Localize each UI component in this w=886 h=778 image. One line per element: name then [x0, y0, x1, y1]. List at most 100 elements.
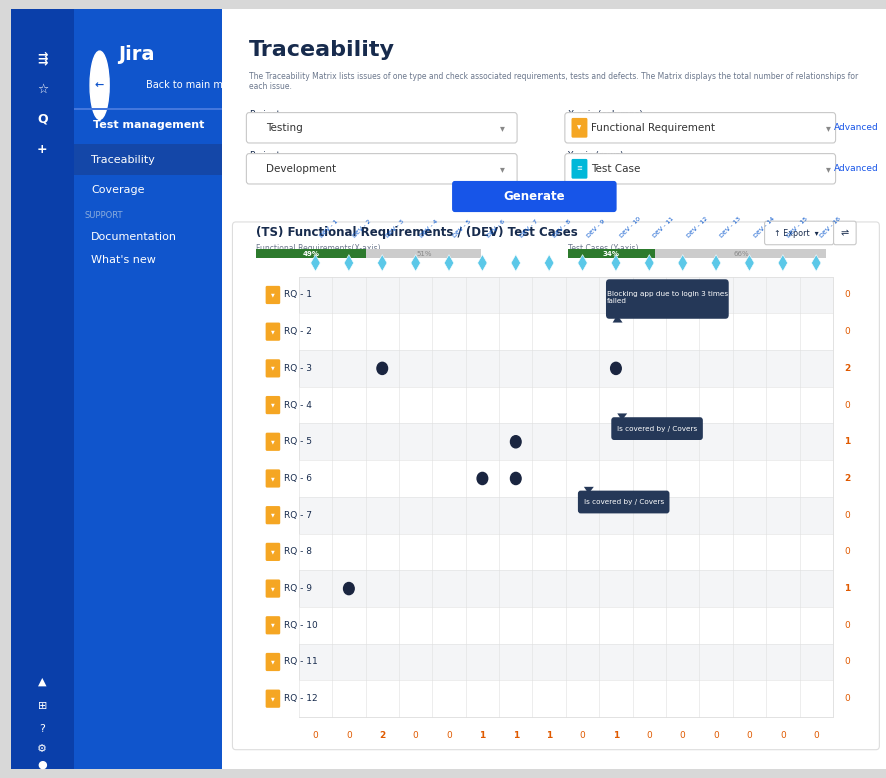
Text: ▼: ▼: [271, 622, 275, 628]
Text: DEV - 1: DEV - 1: [319, 219, 338, 239]
Text: RQ - 8: RQ - 8: [284, 548, 312, 556]
Text: Q: Q: [37, 113, 48, 126]
Polygon shape: [377, 254, 387, 272]
Text: RQ - 5: RQ - 5: [284, 437, 312, 447]
Text: each issue.: each issue.: [249, 82, 291, 91]
Text: ▼: ▼: [271, 329, 275, 335]
Text: ▼: ▼: [271, 366, 275, 371]
Polygon shape: [511, 254, 521, 272]
Text: DEV - 10: DEV - 10: [619, 216, 641, 239]
Text: ☆: ☆: [37, 82, 48, 96]
Text: DEV - 7: DEV - 7: [519, 219, 539, 239]
Text: DEV - 3: DEV - 3: [385, 219, 406, 239]
FancyBboxPatch shape: [765, 221, 834, 245]
Text: RQ - 2: RQ - 2: [284, 328, 312, 336]
Bar: [74, 145, 222, 175]
Bar: [74, 108, 222, 110]
Text: 1: 1: [513, 731, 519, 740]
Text: ⇶: ⇶: [37, 52, 48, 65]
FancyBboxPatch shape: [565, 113, 835, 143]
Bar: [299, 387, 833, 423]
FancyBboxPatch shape: [266, 359, 280, 377]
Bar: [299, 460, 833, 497]
Text: 0: 0: [844, 548, 851, 556]
Text: Is covered by / Covers: Is covered by / Covers: [584, 499, 664, 505]
Text: 1: 1: [844, 584, 851, 593]
Text: 2: 2: [844, 364, 851, 373]
Polygon shape: [478, 254, 487, 272]
Bar: [299, 277, 833, 717]
Bar: [568, 249, 656, 258]
FancyBboxPatch shape: [571, 118, 587, 138]
Text: RQ - 7: RQ - 7: [284, 510, 312, 520]
Text: 0: 0: [680, 731, 686, 740]
Bar: [299, 314, 833, 350]
FancyBboxPatch shape: [834, 221, 856, 245]
FancyBboxPatch shape: [578, 491, 670, 513]
Text: Traceability: Traceability: [249, 40, 395, 61]
Text: Test Cases (Y-axis): Test Cases (Y-axis): [568, 244, 638, 253]
Circle shape: [377, 363, 387, 374]
FancyBboxPatch shape: [266, 616, 280, 634]
Text: 0: 0: [844, 657, 851, 667]
Polygon shape: [344, 254, 354, 272]
Text: ▼: ▼: [271, 402, 275, 408]
Text: Test Case: Test Case: [591, 164, 641, 173]
Circle shape: [477, 472, 487, 485]
Text: 0: 0: [844, 290, 851, 300]
Polygon shape: [311, 254, 320, 272]
Text: RQ - 11: RQ - 11: [284, 657, 318, 667]
Text: Back to main menu: Back to main menu: [146, 80, 242, 90]
Text: Functional Requirement: Functional Requirement: [591, 123, 715, 133]
Text: RQ - 4: RQ - 4: [284, 401, 312, 409]
Text: ▾: ▾: [826, 164, 831, 173]
Text: 0: 0: [844, 694, 851, 703]
Text: 0: 0: [844, 510, 851, 520]
Text: Y-axis (rows): Y-axis (rows): [568, 151, 624, 159]
Circle shape: [510, 472, 521, 485]
Text: ⚙: ⚙: [37, 744, 48, 754]
Text: RQ - 3: RQ - 3: [284, 364, 312, 373]
Polygon shape: [645, 254, 654, 272]
Text: 34%: 34%: [603, 251, 620, 257]
Text: 0: 0: [313, 731, 318, 740]
Text: Advanced: Advanced: [834, 164, 879, 173]
Bar: [11, 9, 74, 769]
FancyBboxPatch shape: [606, 279, 728, 319]
Polygon shape: [411, 254, 420, 272]
FancyBboxPatch shape: [266, 323, 280, 341]
Text: Documentation: Documentation: [91, 232, 177, 242]
Text: 0: 0: [844, 401, 851, 409]
Text: RQ - 1: RQ - 1: [284, 290, 312, 300]
FancyBboxPatch shape: [246, 113, 517, 143]
Text: ▾: ▾: [826, 123, 831, 133]
Polygon shape: [584, 487, 594, 494]
Text: 0: 0: [844, 621, 851, 629]
Text: DEV - 4: DEV - 4: [419, 219, 439, 239]
Text: 0: 0: [346, 731, 352, 740]
Text: Project: Project: [249, 151, 280, 159]
Text: 0: 0: [813, 731, 819, 740]
Text: ▼: ▼: [271, 549, 275, 555]
FancyBboxPatch shape: [266, 580, 280, 598]
Text: DEV - 2: DEV - 2: [353, 219, 372, 239]
Polygon shape: [578, 254, 587, 272]
Circle shape: [90, 51, 109, 120]
Polygon shape: [778, 254, 788, 272]
FancyBboxPatch shape: [571, 159, 587, 179]
Polygon shape: [444, 254, 454, 272]
Text: Testing: Testing: [266, 123, 302, 133]
Text: ▲: ▲: [38, 676, 47, 686]
Text: Jira: Jira: [118, 45, 155, 65]
Text: ⊞: ⊞: [38, 702, 47, 711]
Polygon shape: [611, 254, 621, 272]
Text: ≡: ≡: [577, 166, 582, 172]
Text: RQ - 10: RQ - 10: [284, 621, 318, 629]
Text: 0: 0: [579, 731, 586, 740]
Text: 1: 1: [844, 437, 851, 447]
Circle shape: [510, 436, 521, 448]
Text: Generate: Generate: [503, 190, 565, 202]
Text: X-axis (columns): X-axis (columns): [568, 110, 642, 119]
Circle shape: [344, 583, 354, 594]
Text: DEV - 14: DEV - 14: [753, 216, 775, 239]
